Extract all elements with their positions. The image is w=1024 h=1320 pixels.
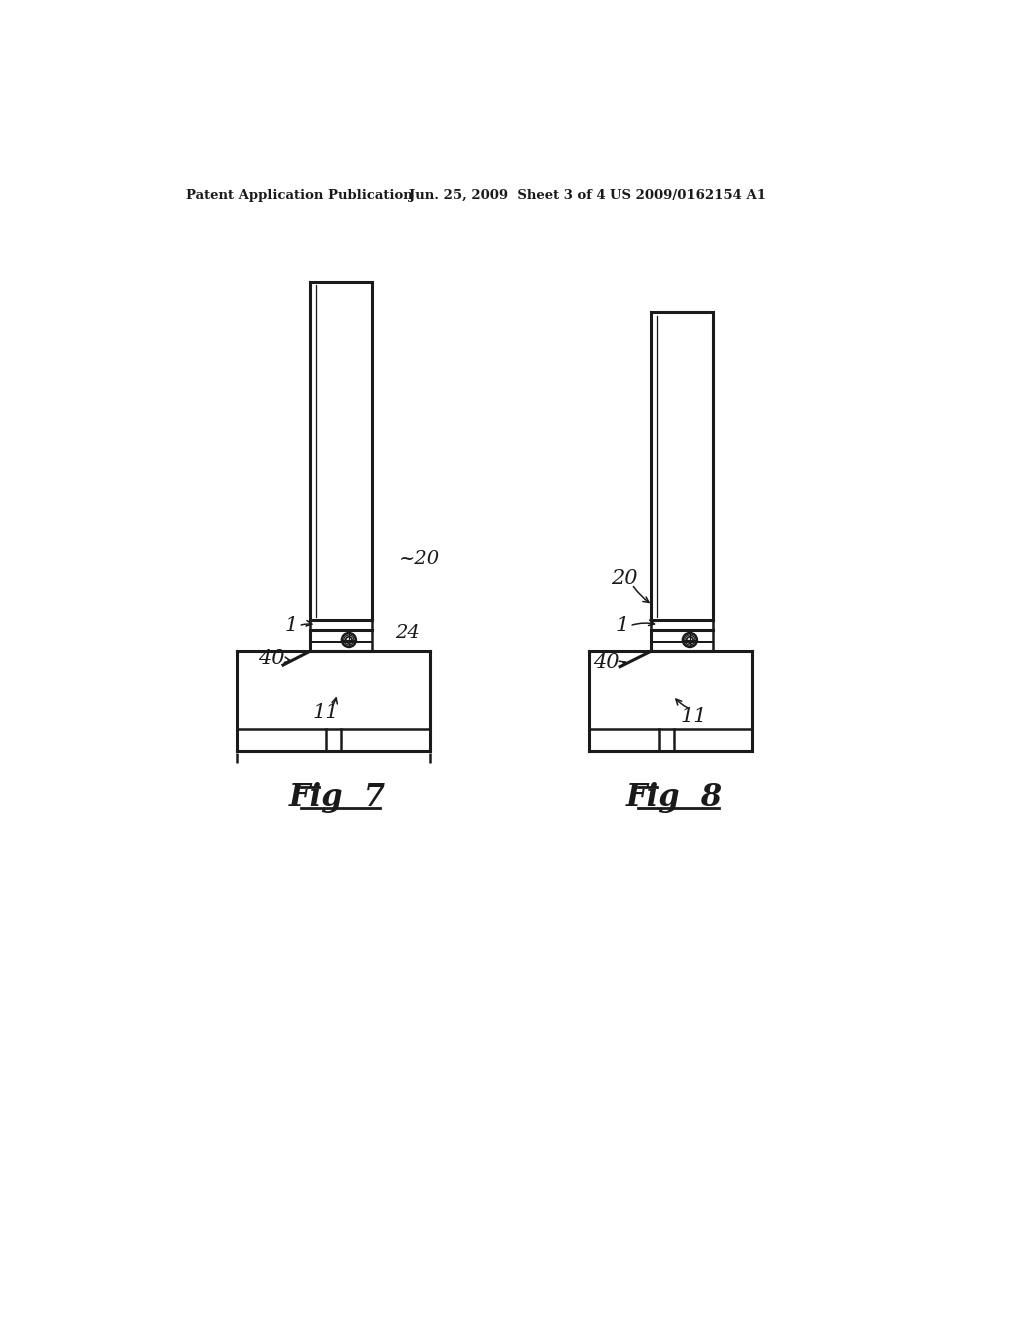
Text: 20: 20 [610, 569, 637, 587]
Text: Jun. 25, 2009  Sheet 3 of 4: Jun. 25, 2009 Sheet 3 of 4 [409, 189, 605, 202]
Text: 11: 11 [312, 704, 339, 722]
Text: ~20: ~20 [399, 550, 440, 568]
Text: 40: 40 [593, 653, 620, 672]
Text: US 2009/0162154 A1: US 2009/0162154 A1 [610, 189, 766, 202]
Text: Patent Application Publication: Patent Application Publication [186, 189, 413, 202]
Text: 1: 1 [615, 616, 629, 635]
Text: 11: 11 [681, 708, 707, 726]
Text: 40: 40 [258, 649, 285, 668]
Text: 1: 1 [284, 616, 297, 635]
Text: Fig  8: Fig 8 [626, 781, 723, 813]
Text: Fig  7: Fig 7 [289, 781, 386, 813]
Text: 24: 24 [395, 624, 420, 643]
